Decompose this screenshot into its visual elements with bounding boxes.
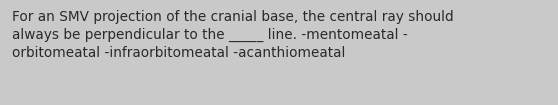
- Text: For an SMV projection of the cranial base, the central ray should: For an SMV projection of the cranial bas…: [12, 10, 454, 24]
- Text: orbitomeatal -infraorbitomeatal -acanthiomeatal: orbitomeatal -infraorbitomeatal -acanthi…: [12, 46, 345, 60]
- Text: always be perpendicular to the _____ line. -mentomeatal -: always be perpendicular to the _____ lin…: [12, 28, 408, 42]
